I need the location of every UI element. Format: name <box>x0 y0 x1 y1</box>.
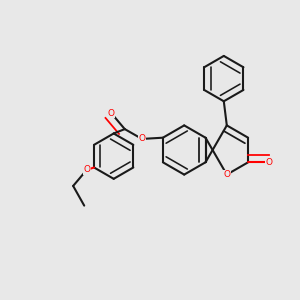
Text: O: O <box>108 109 115 118</box>
Text: O: O <box>139 134 145 143</box>
Text: O: O <box>83 165 90 174</box>
Text: O: O <box>266 158 272 167</box>
Text: O: O <box>223 170 230 179</box>
